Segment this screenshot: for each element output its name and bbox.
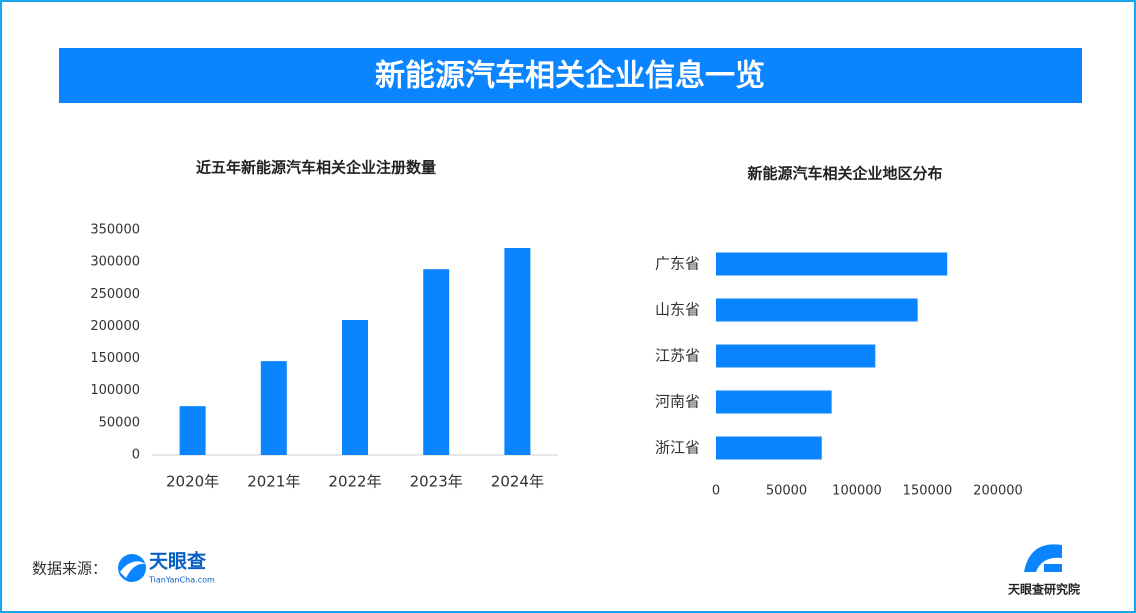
y-tick-label: 100000 (90, 383, 140, 398)
y-tick-label: 江苏省 (655, 347, 700, 365)
x-tick-label: 2020年 (166, 473, 219, 491)
bar (716, 298, 918, 322)
y-tick-label: 山东省 (655, 301, 700, 319)
y-tick-label: 250000 (90, 287, 140, 302)
bar (260, 361, 287, 455)
logo-url: TianYanCha.com (148, 576, 215, 585)
logo-name: 天眼查 (149, 550, 207, 573)
x-tick-label: 200000 (973, 484, 1023, 499)
y-tick-label: 浙江省 (655, 439, 700, 457)
bar (342, 320, 368, 455)
bar (716, 344, 876, 368)
y-tick-label: 350000 (90, 223, 140, 238)
chart-title: 近五年新能源汽车相关企业注册数量 (196, 159, 436, 177)
y-tick-label: 300000 (90, 255, 140, 270)
bar (716, 390, 832, 414)
x-tick-label: 2023年 (410, 473, 463, 491)
x-tick-label: 2022年 (328, 473, 381, 491)
bar (716, 252, 948, 276)
bar (423, 269, 450, 455)
bar (716, 436, 822, 460)
header-bar (59, 48, 1082, 103)
y-tick-label: 河南省 (655, 393, 700, 411)
header-title: 新能源汽车相关企业信息一览 (375, 59, 765, 94)
x-tick-label: 100000 (832, 484, 882, 499)
x-tick-label: 2024年 (491, 473, 544, 491)
y-tick-label: 50000 (99, 415, 140, 430)
x-tick-label: 150000 (903, 484, 953, 499)
bar (179, 406, 206, 455)
y-tick-label: 200000 (90, 319, 140, 334)
bar (504, 248, 531, 455)
x-tick-label: 0 (712, 484, 720, 499)
source-label: 数据来源： (32, 560, 107, 578)
chart-title: 新能源汽车相关企业地区分布 (747, 165, 942, 183)
y-tick-label: 150000 (90, 351, 140, 366)
x-tick-label: 2021年 (247, 473, 300, 491)
x-tick-label: 50000 (766, 484, 807, 499)
institute-icon (1024, 544, 1062, 572)
y-tick-label: 广东省 (655, 255, 700, 273)
y-tick-label: 0 (132, 448, 140, 463)
institute-name: 天眼查研究院 (1008, 582, 1080, 597)
logo-icon (118, 554, 146, 582)
